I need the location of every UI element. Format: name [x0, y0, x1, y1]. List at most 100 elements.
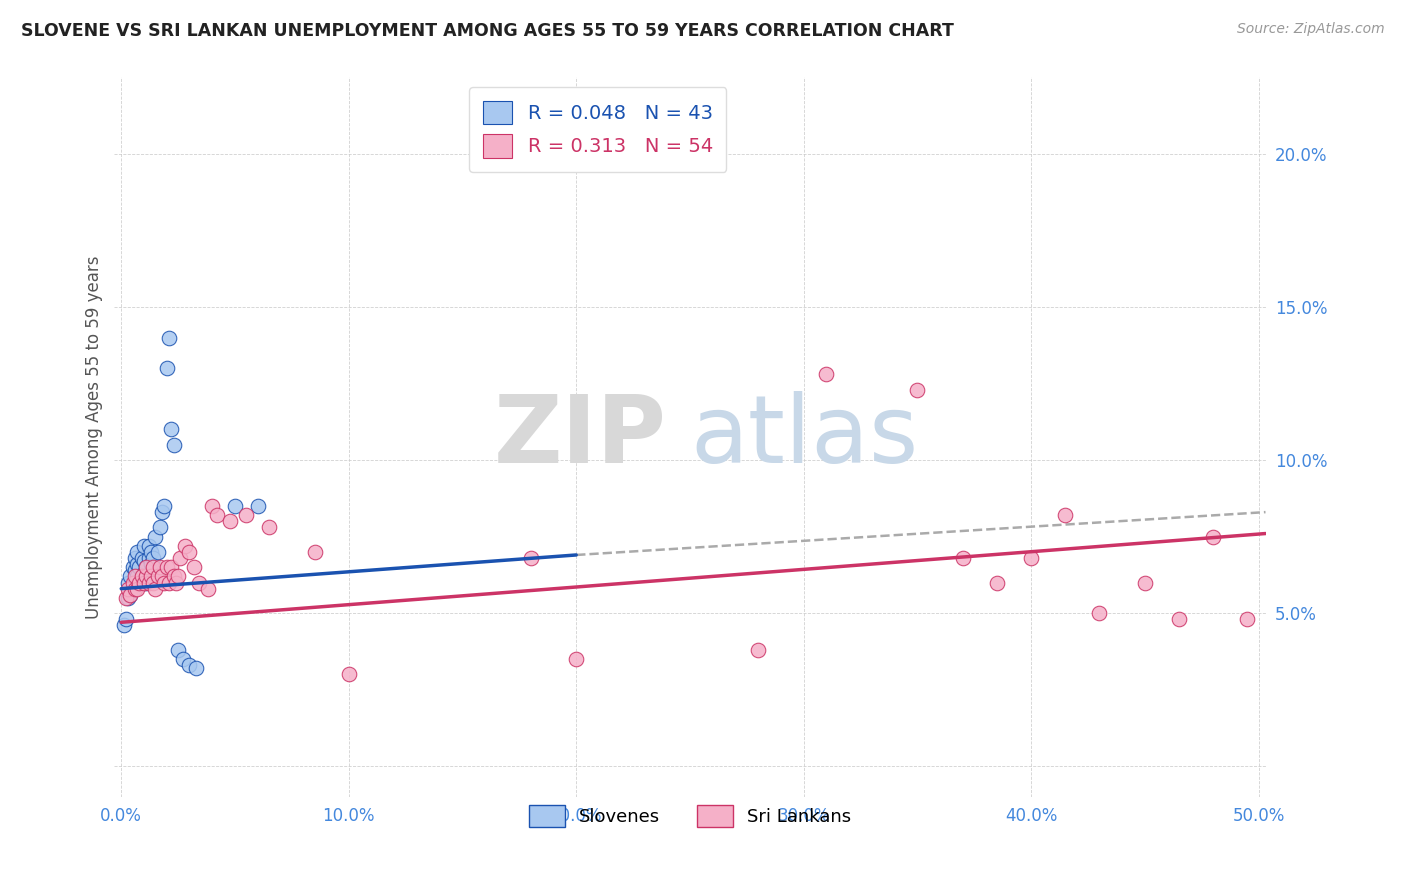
Point [139, 569, 162, 583]
Point [121, 560, 143, 574]
Point [167, 569, 190, 583]
Point [117, 575, 139, 590]
Point [142, 551, 165, 566]
Point [162, 569, 184, 583]
Point [197, 582, 219, 596]
Point [117, 582, 139, 596]
Point [127, 545, 149, 559]
Text: Source: ZipAtlas.com: Source: ZipAtlas.com [1237, 22, 1385, 37]
Text: atlas: atlas [690, 391, 918, 483]
Point [114, 612, 136, 626]
Point [150, 505, 173, 519]
Point [565, 652, 588, 666]
Point [127, 569, 149, 583]
Point [153, 575, 176, 590]
Point [257, 520, 280, 534]
Point [1202, 530, 1225, 544]
Point [165, 575, 187, 590]
Point [142, 575, 165, 590]
Point [127, 557, 149, 571]
Point [172, 652, 194, 666]
Point [224, 499, 246, 513]
Point [179, 658, 201, 673]
Point [519, 551, 541, 566]
Point [174, 539, 197, 553]
Point [135, 569, 157, 583]
Point [139, 557, 162, 571]
Point [128, 575, 150, 590]
Point [127, 582, 149, 596]
Point [160, 560, 183, 574]
Point [135, 560, 157, 574]
Point [124, 563, 146, 577]
Point [112, 618, 135, 632]
Point [1133, 575, 1156, 590]
Point [117, 591, 139, 605]
Point [304, 545, 326, 559]
Point [162, 438, 184, 452]
Point [135, 560, 157, 574]
Point [150, 569, 173, 583]
Point [157, 575, 180, 590]
Point [149, 560, 172, 574]
Point [128, 575, 150, 590]
Legend: Slovenes, Sri Lankans: Slovenes, Sri Lankans [522, 798, 859, 835]
Point [187, 575, 209, 590]
Point [132, 554, 155, 568]
Point [1054, 508, 1077, 523]
Point [205, 508, 228, 523]
Point [114, 591, 136, 605]
Point [157, 331, 180, 345]
Point [143, 582, 166, 596]
Point [131, 575, 153, 590]
Point [201, 499, 224, 513]
Point [124, 575, 146, 590]
Point [167, 643, 190, 657]
Point [149, 520, 172, 534]
Point [235, 508, 257, 523]
Point [183, 560, 205, 574]
Point [124, 569, 146, 583]
Point [128, 560, 150, 574]
Point [1088, 606, 1111, 620]
Point [121, 582, 143, 596]
Point [186, 661, 208, 675]
Y-axis label: Unemployment Among Ages 55 to 59 years: Unemployment Among Ages 55 to 59 years [86, 255, 103, 619]
Point [156, 361, 179, 376]
Point [246, 499, 269, 513]
Point [179, 545, 201, 559]
Point [131, 551, 153, 566]
Point [131, 569, 153, 583]
Point [120, 588, 142, 602]
Point [153, 499, 176, 513]
Point [1019, 551, 1042, 566]
Point [132, 566, 155, 581]
Point [156, 560, 179, 574]
Point [124, 551, 146, 566]
Point [907, 383, 929, 397]
Point [132, 539, 155, 553]
Point [169, 551, 191, 566]
Text: ZIP: ZIP [494, 391, 666, 483]
Point [135, 575, 157, 590]
Point [138, 575, 160, 590]
Point [138, 551, 160, 566]
Point [815, 368, 838, 382]
Point [337, 667, 360, 681]
Point [986, 575, 1008, 590]
Point [1168, 612, 1191, 626]
Point [124, 582, 146, 596]
Point [146, 545, 169, 559]
Point [121, 575, 143, 590]
Point [219, 514, 242, 528]
Point [160, 422, 183, 436]
Point [139, 545, 162, 559]
Point [1236, 612, 1258, 626]
Point [143, 530, 166, 544]
Point [146, 569, 169, 583]
Point [120, 569, 142, 583]
Point [952, 551, 974, 566]
Point [132, 575, 155, 590]
Point [120, 588, 142, 602]
Text: SLOVENE VS SRI LANKAN UNEMPLOYMENT AMONG AGES 55 TO 59 YEARS CORRELATION CHART: SLOVENE VS SRI LANKAN UNEMPLOYMENT AMONG… [21, 22, 953, 40]
